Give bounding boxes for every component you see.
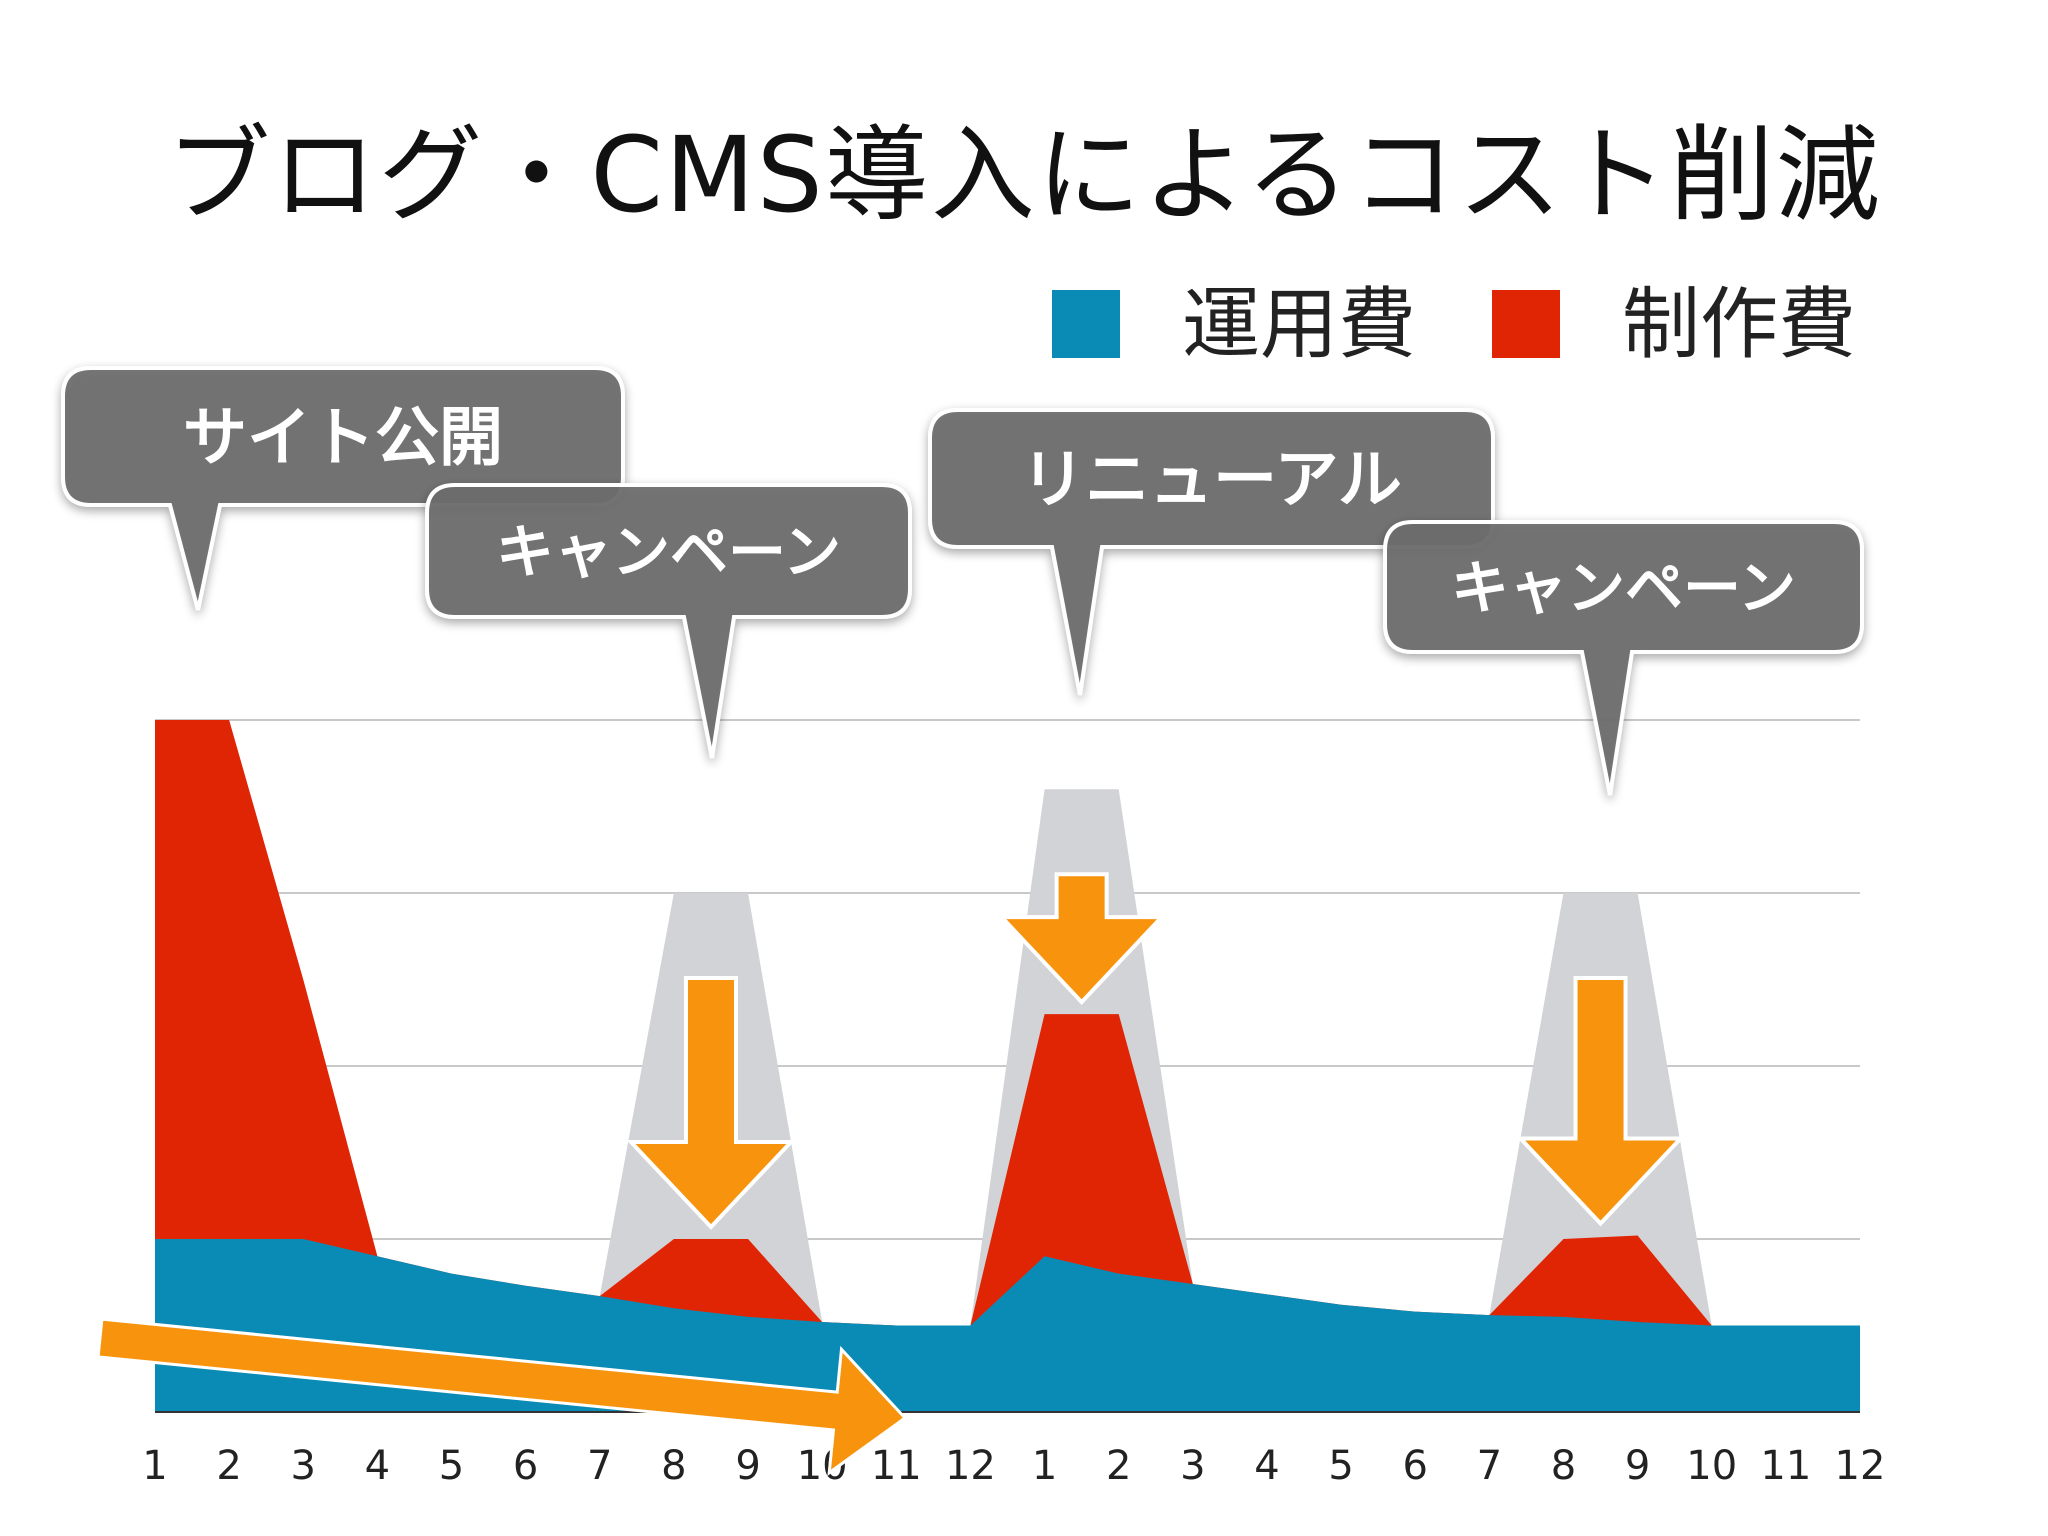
- x-tick-label: 10: [1686, 1443, 1737, 1489]
- x-tick-label: 1: [1032, 1443, 1057, 1489]
- callout-bubble: サイト公開: [61, 366, 625, 611]
- callout-bubble: キャンペーン: [425, 483, 912, 759]
- x-tick-label: 7: [587, 1443, 612, 1489]
- x-tick-label: 4: [365, 1443, 390, 1489]
- reduction-arrow-down: [1515, 976, 1686, 1227]
- callout-shape: [425, 483, 912, 759]
- callout-shape: [1383, 520, 1864, 796]
- callout-bubble: キャンペーン: [1383, 520, 1864, 796]
- legend-swatch-production: [1492, 290, 1560, 358]
- x-tick-label: 5: [439, 1443, 464, 1489]
- x-tick-label: 2: [1106, 1443, 1131, 1489]
- x-tick-label: 11: [871, 1443, 922, 1489]
- x-tick-label: 3: [291, 1443, 316, 1489]
- callout-label: キャンペーン: [496, 518, 841, 586]
- reduction-arrow-down: [997, 872, 1167, 1006]
- x-tick-label: 8: [1551, 1443, 1576, 1489]
- callout-label: リニューアル: [1021, 444, 1402, 518]
- chart-title: ブログ・CMS導入によるコスト削減: [166, 114, 1882, 236]
- cost-trend-arrow: [96, 1317, 908, 1476]
- x-tick-label: 9: [735, 1443, 760, 1489]
- legend-label-operating: 運用費: [1182, 280, 1417, 370]
- callout-shape: [928, 408, 1495, 696]
- x-tick-label: 9: [1625, 1443, 1650, 1489]
- reduction-arrow-down: [626, 976, 796, 1230]
- x-tick-label: 7: [1477, 1443, 1502, 1489]
- x-tick-label: 1: [142, 1443, 167, 1489]
- x-tick-label: 8: [661, 1443, 686, 1489]
- callout-bubble: リニューアル: [928, 408, 1495, 696]
- callout-shape: [61, 366, 625, 611]
- callout-label: サイト公開: [183, 402, 503, 476]
- x-tick-label: 12: [945, 1443, 996, 1489]
- x-tick-label: 6: [1402, 1443, 1427, 1489]
- x-tick-label: 5: [1328, 1443, 1353, 1489]
- x-tick-label: 12: [1835, 1443, 1886, 1489]
- x-tick-label: 11: [1760, 1443, 1811, 1489]
- x-tick-label: 4: [1254, 1443, 1279, 1489]
- callout-label: キャンペーン: [1451, 554, 1796, 622]
- x-tick-label: 3: [1180, 1443, 1205, 1489]
- legend-label-production: 制作費: [1622, 280, 1857, 370]
- x-tick-label: 6: [513, 1443, 538, 1489]
- x-tick-label: 2: [216, 1443, 241, 1489]
- legend-swatch-operating: [1052, 290, 1120, 358]
